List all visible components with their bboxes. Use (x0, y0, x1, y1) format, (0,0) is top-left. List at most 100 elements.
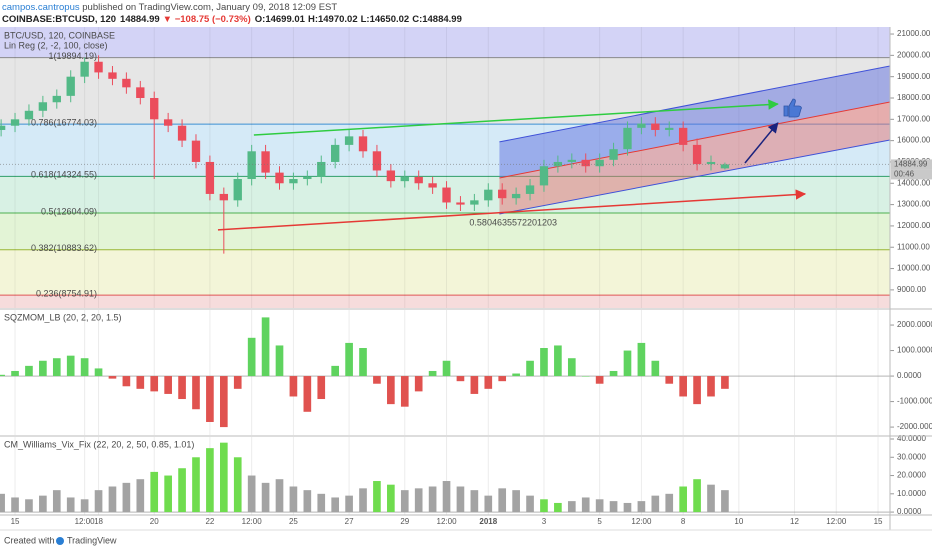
bar (150, 471, 159, 513)
y-tick-label: 40.0000 (897, 434, 926, 443)
y-tick-label: 30.0000 (897, 452, 926, 461)
bar (331, 497, 340, 513)
fib-band (0, 27, 890, 58)
bar (275, 479, 284, 513)
bar (122, 376, 131, 387)
candle-body (484, 189, 493, 201)
bar (247, 475, 256, 513)
bar (108, 486, 117, 513)
y-tick-label: 10.0000 (897, 489, 926, 498)
bar (39, 495, 47, 513)
candle-body (720, 164, 730, 169)
y-tick-label: 0.0000 (897, 507, 922, 516)
bar (540, 348, 548, 377)
channel-upper-fill (499, 66, 890, 178)
y-tick-label: 18000.00 (897, 93, 931, 102)
bar (303, 376, 312, 412)
fib-label: 0.382(10883.62) (31, 243, 97, 253)
bar (233, 457, 242, 513)
trend-line (253, 99, 779, 136)
time-tick-label: 27 (345, 517, 354, 526)
y-tick-label: 11000.00 (897, 242, 930, 251)
bar (651, 360, 660, 377)
bar (484, 495, 493, 513)
candle-body (344, 136, 354, 145)
candle-body (386, 170, 396, 182)
y-tick-label: 12000.00 (897, 221, 931, 230)
bar (261, 317, 270, 377)
footer-brand[interactable]: TradingView (67, 535, 117, 545)
candle-body (442, 187, 451, 203)
candle-body (150, 97, 159, 120)
candle-body (52, 95, 61, 103)
y-tick-label: 9000.00 (897, 285, 926, 294)
pane-title: SQZMOM_LB (20, 2, 20, 1.5) (4, 312, 122, 322)
published: published on TradingView.com, January 09… (80, 2, 338, 13)
y-tick-label: 17000.00 (897, 114, 931, 123)
bar (289, 486, 298, 513)
bar (414, 376, 423, 392)
candle-body (94, 61, 103, 73)
candle-body (80, 61, 89, 77)
y-tick-label: -2000.0000 (897, 422, 932, 431)
candle-body (289, 179, 298, 184)
candle-body (136, 87, 145, 98)
bar (470, 376, 479, 394)
bar (108, 376, 117, 379)
last-price-label: 14884.99 (894, 160, 928, 169)
change: ▼ −108.75 (−0.73%) (163, 14, 251, 25)
fib-label: 0.236(8754.91) (36, 288, 97, 298)
candle-body (567, 159, 576, 162)
time-tick-label: 29 (400, 517, 409, 526)
candle-body (498, 189, 507, 199)
candle-body (303, 176, 312, 180)
candle-body (678, 127, 688, 145)
countdown-label: 00:46 (894, 170, 915, 179)
candle-body (511, 193, 521, 199)
candle-body (595, 159, 604, 167)
bar (178, 376, 186, 400)
candle-body (219, 193, 228, 201)
time-tick-label: 25 (289, 517, 298, 526)
bar (679, 376, 687, 397)
author[interactable]: campos.cantropus (2, 2, 80, 13)
time-tick-label: 12:00 (631, 517, 652, 526)
candle-body (539, 166, 549, 186)
candle-body (108, 72, 117, 79)
channel-lower (499, 139, 890, 215)
candle-body (38, 102, 48, 111)
bar (567, 358, 576, 377)
candle-body (609, 149, 618, 160)
price: 14884.99 (120, 14, 160, 25)
time-tick-label: 15 (11, 517, 20, 526)
bar (581, 376, 590, 377)
candle-body (261, 151, 270, 173)
bar (373, 376, 381, 384)
bar (721, 490, 729, 513)
last-price-box (891, 159, 932, 170)
fib-label: 0.618(14324.55) (31, 170, 97, 180)
bar (498, 376, 507, 382)
bar (623, 502, 632, 513)
time-tick-label: 15 (874, 517, 883, 526)
footer-created: Created with (4, 535, 55, 545)
panes: 1(19894.19) 0.786(16774.03) 0.618(14324.55… (0, 27, 932, 526)
countdown-box (891, 169, 932, 180)
y-tick-label: 20000.00 (897, 50, 931, 59)
bar (665, 376, 674, 384)
bar (164, 376, 172, 394)
bar (261, 482, 270, 513)
candle-body (275, 172, 284, 184)
y-tick-label: 0.0000 (897, 371, 922, 380)
time-tick-label: 22 (205, 517, 214, 526)
bar (359, 348, 367, 377)
bar (609, 501, 618, 513)
candle-body (372, 151, 382, 171)
bar (0, 374, 5, 377)
candle-body (191, 140, 201, 162)
symbol: COINBASE:BTCUSD, 120 (2, 14, 116, 25)
time-tick-label: 5 (597, 517, 602, 526)
candle-body (623, 127, 632, 150)
